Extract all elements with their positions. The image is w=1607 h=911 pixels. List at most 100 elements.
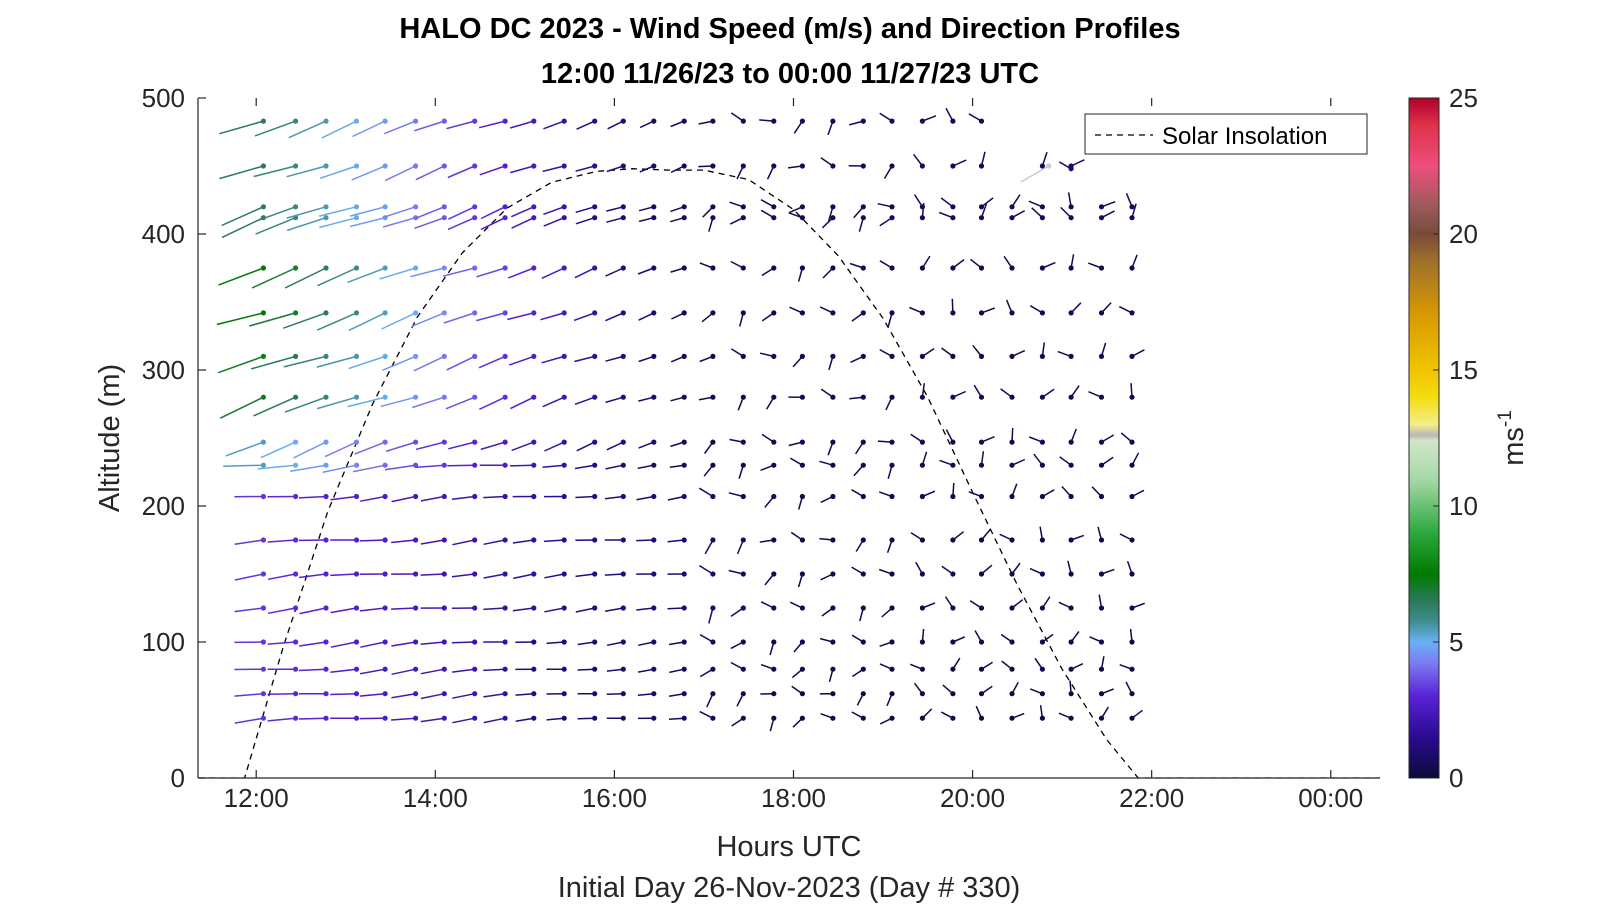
wind-barb bbox=[637, 668, 654, 673]
wind-barb-dot bbox=[740, 571, 746, 577]
wind-barb bbox=[575, 165, 595, 172]
wind-barb-dot bbox=[293, 265, 299, 271]
wind-barb-dot bbox=[413, 666, 419, 672]
wind-barb-dot bbox=[441, 439, 447, 445]
wind-barb-dot bbox=[353, 537, 360, 543]
colorbar-ticks: 0 5 10 15 20 25 bbox=[1433, 83, 1478, 793]
wind-barb-dot bbox=[323, 571, 329, 577]
wind-barb-dot bbox=[710, 204, 716, 210]
wind-barb-dot bbox=[1009, 204, 1015, 210]
wind-barb bbox=[636, 607, 654, 611]
wind-barb-dot bbox=[889, 439, 895, 445]
legend-box bbox=[1084, 113, 1368, 155]
wind-barb bbox=[515, 692, 534, 696]
wind-barb-dot bbox=[771, 666, 777, 672]
wind-barb-dot bbox=[860, 691, 866, 697]
wind-barb-dot bbox=[1039, 493, 1045, 500]
wind-barb-dot bbox=[681, 204, 687, 210]
wind-barb-dot bbox=[592, 715, 598, 721]
wind-barb-dot bbox=[919, 310, 926, 316]
wind-barb-dot bbox=[620, 493, 626, 500]
wind-barb-dot bbox=[799, 639, 806, 645]
wind-barb-dot bbox=[382, 353, 388, 359]
wind-barb-dot bbox=[592, 666, 598, 672]
y-tick-label: 500 bbox=[142, 83, 185, 113]
wind-barb bbox=[577, 717, 595, 720]
wind-barb bbox=[219, 120, 264, 135]
wind-barb-dot bbox=[531, 353, 537, 359]
y-ticks: 0 100 200 300 400 500 bbox=[142, 83, 206, 793]
wind-barb-dot bbox=[799, 163, 806, 169]
wind-barb-dot bbox=[561, 571, 567, 577]
wind-barb-dot bbox=[323, 666, 329, 672]
wind-barb-dot bbox=[561, 394, 567, 400]
wind-barb bbox=[415, 441, 445, 451]
wind-barb-dot bbox=[561, 118, 567, 124]
wind-barb-dot bbox=[771, 204, 777, 210]
wind-barb-dot bbox=[353, 666, 360, 672]
wind-barb-dot bbox=[353, 310, 360, 316]
wind-barb-dot bbox=[681, 439, 687, 445]
wind-barb-dot bbox=[1039, 394, 1045, 400]
wind-barb-dot bbox=[561, 715, 567, 721]
wind-barb bbox=[576, 120, 596, 130]
wind-barb bbox=[544, 573, 565, 579]
wind-barb-dot bbox=[382, 666, 388, 672]
wind-barb-dot bbox=[950, 639, 956, 645]
wind-barb bbox=[286, 206, 327, 219]
wind-barb bbox=[267, 692, 296, 695]
wind-barb-dot bbox=[681, 571, 687, 577]
wind-barb bbox=[606, 668, 624, 672]
wind-barb bbox=[451, 641, 475, 644]
wind-barb-dot bbox=[860, 439, 866, 445]
wind-barb-dot bbox=[710, 715, 716, 721]
wind-barb bbox=[299, 607, 327, 615]
wind-barb-dot bbox=[561, 310, 567, 316]
wind-barb-dot bbox=[502, 493, 508, 500]
wind-barb-dot bbox=[710, 394, 716, 400]
wind-barb bbox=[299, 573, 327, 579]
wind-barb-dot bbox=[651, 639, 657, 645]
wind-barb-dot bbox=[651, 265, 657, 271]
wind-barb bbox=[260, 441, 296, 459]
wind-barb-dot bbox=[1098, 666, 1105, 672]
wind-barb-dot bbox=[771, 163, 777, 169]
wind-barb-dot bbox=[353, 118, 360, 124]
wind-barb-dot bbox=[1009, 265, 1015, 271]
wind-barb-dot bbox=[950, 571, 956, 577]
wind-barb bbox=[605, 312, 624, 322]
wind-barb bbox=[699, 564, 714, 575]
wind-barb-dot bbox=[710, 215, 716, 221]
wind-barb-dot bbox=[950, 118, 956, 124]
wind-barb-dot bbox=[710, 265, 716, 271]
wind-barb-dot bbox=[1039, 537, 1045, 543]
wind-barb-dot bbox=[382, 439, 388, 445]
wind-barb-dot bbox=[382, 265, 388, 271]
wind-barb-dot bbox=[799, 666, 806, 672]
wind-barb-dot bbox=[413, 394, 419, 400]
wind-barb-dot bbox=[681, 163, 687, 169]
wind-barb bbox=[267, 641, 296, 645]
wind-barb-dot bbox=[353, 163, 360, 169]
wind-barb bbox=[575, 607, 595, 613]
wind-barb-dot bbox=[472, 353, 478, 359]
wind-barb-dot bbox=[323, 353, 329, 359]
wind-barb-dot bbox=[620, 571, 626, 577]
wind-barb-dot bbox=[502, 666, 508, 672]
wind-barb-dot bbox=[323, 118, 329, 124]
wind-barb-dot bbox=[1039, 715, 1045, 721]
x-tick-label: 14:00 bbox=[403, 783, 468, 813]
wind-barb-dot bbox=[441, 691, 447, 697]
wind-barb-dot bbox=[1009, 394, 1015, 400]
wind-barb bbox=[359, 607, 386, 612]
wind-barb-dot bbox=[620, 639, 626, 645]
wind-barb-dot bbox=[561, 691, 567, 697]
wind-barb-dot bbox=[413, 118, 419, 124]
wind-barb-dot bbox=[620, 215, 626, 221]
wind-barb-dot bbox=[1129, 439, 1135, 445]
wind-barb bbox=[638, 441, 655, 449]
wind-barb-dot bbox=[293, 204, 299, 210]
wind-barb-dot bbox=[1098, 353, 1105, 359]
wind-barb bbox=[267, 573, 296, 581]
wind-barb-dot bbox=[830, 204, 836, 210]
